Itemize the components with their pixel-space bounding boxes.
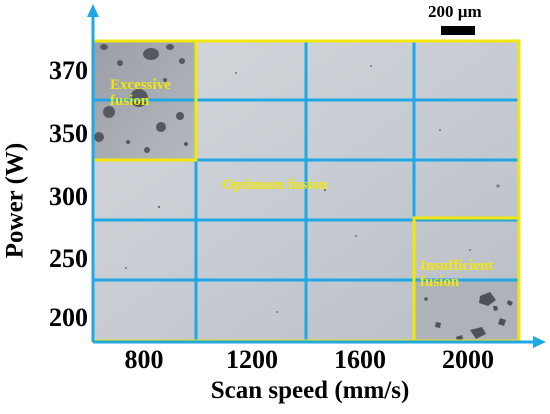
x-axis-title: Scan speed (mm/s) — [210, 377, 410, 404]
y-axis-title: Power (W) — [1, 142, 29, 259]
insufficient-fusion-tile — [414, 280, 520, 342]
x-tick-label: 1200 — [226, 345, 278, 374]
x-tick-label: 800 — [124, 345, 164, 374]
x-axis-arrow — [533, 336, 546, 348]
tile-grid-lines — [93, 40, 520, 342]
excessive-pores — [94, 44, 188, 153]
excessive-fusion-label: Excessive fusion — [110, 77, 171, 109]
x-tick-label: 1600 — [334, 345, 386, 374]
y-tick-label: 250 — [49, 244, 88, 273]
x-tick-label: 2000 — [442, 345, 494, 374]
micrograph-speckles — [125, 65, 500, 313]
y-tick-label: 370 — [49, 56, 88, 85]
insufficient-voids — [424, 292, 513, 341]
axes — [87, 4, 546, 348]
y-tick-label: 300 — [49, 182, 88, 211]
optimum-fusion-label: Optimum fusion — [222, 177, 328, 193]
scale-bar — [441, 26, 475, 35]
y-tick-label: 350 — [49, 119, 88, 148]
insufficient-fusion-label: Insufficient fusion — [420, 258, 494, 290]
scale-bar-label: 200 µm — [428, 2, 482, 21]
y-tick-label: 200 — [49, 303, 88, 332]
y-axis-arrow — [87, 4, 99, 17]
